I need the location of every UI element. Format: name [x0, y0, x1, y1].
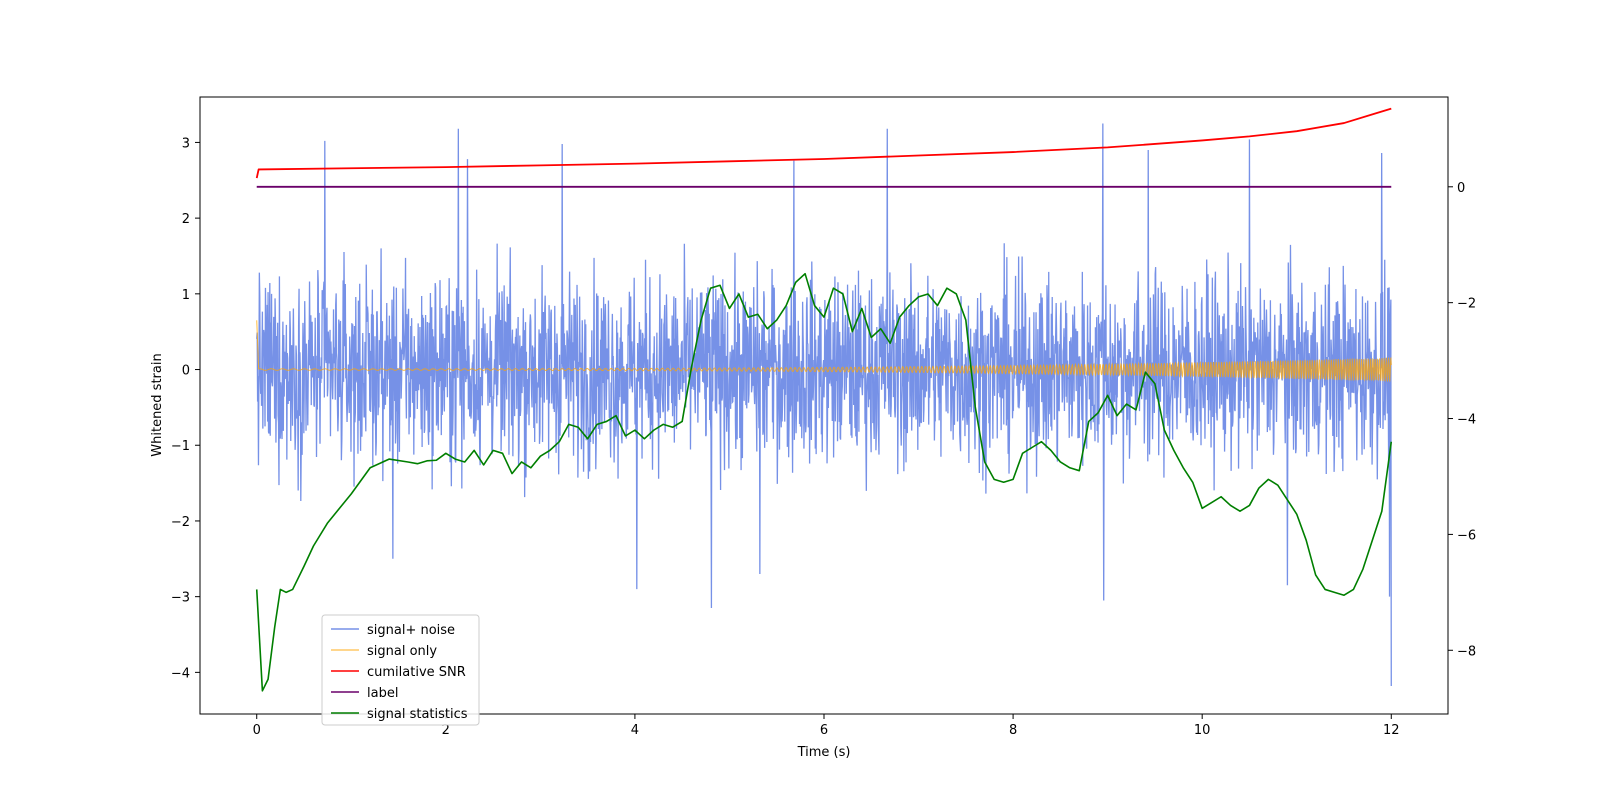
- legend-label: signal statistics: [367, 707, 468, 722]
- x-tick-label: 12: [1383, 723, 1400, 738]
- y-tick-label: −4: [171, 666, 190, 681]
- y2-tick-label: −2: [1457, 297, 1476, 312]
- x-axis: 0 2 4 6 8 10 12: [253, 714, 1400, 738]
- y-tick-label: −2: [171, 515, 190, 530]
- y2-tick-label: −4: [1457, 413, 1476, 428]
- x-tick-label: 4: [631, 723, 639, 738]
- x-tick-label: 0: [253, 723, 261, 738]
- series-layer: [255, 107, 1393, 692]
- y-tick-label: 3: [182, 136, 190, 151]
- series-signal-noise: [256, 123, 1392, 686]
- y-tick-label: 1: [182, 288, 190, 303]
- series-cumulative-snr: [255, 107, 1392, 179]
- y-tick-label: 2: [182, 212, 190, 227]
- legend-label: cumilative SNR: [367, 665, 466, 680]
- legend-label: signal only: [367, 644, 437, 659]
- y-axis-right: −8 −6 −4 −2 0: [1448, 181, 1476, 659]
- y-tick-label: 0: [182, 364, 190, 379]
- x-tick-label: 2: [442, 723, 450, 738]
- y2-tick-label: −6: [1457, 528, 1476, 543]
- y-axis-left: −4 −3 −2 −1 0 1 2 3: [171, 136, 200, 681]
- x-tick-label: 6: [820, 723, 828, 738]
- y-axis-label: Whitened strain: [150, 353, 165, 456]
- y-tick-label: −3: [171, 591, 190, 606]
- legend: signal+ noise signal only cumilative SNR la…: [321, 614, 480, 726]
- x-tick-label: 10: [1194, 723, 1211, 738]
- legend-label: label: [367, 686, 398, 701]
- y-tick-label: −1: [171, 439, 190, 454]
- series-signal-only: [256, 320, 1392, 382]
- y2-tick-label: −8: [1457, 644, 1476, 659]
- legend-label: signal+ noise: [367, 623, 455, 638]
- x-axis-label: Time (s): [797, 745, 851, 760]
- series-signal-statistics: [255, 272, 1393, 692]
- x-tick-label: 8: [1009, 723, 1017, 738]
- legend-box: [321, 614, 480, 726]
- y2-tick-label: 0: [1457, 181, 1465, 196]
